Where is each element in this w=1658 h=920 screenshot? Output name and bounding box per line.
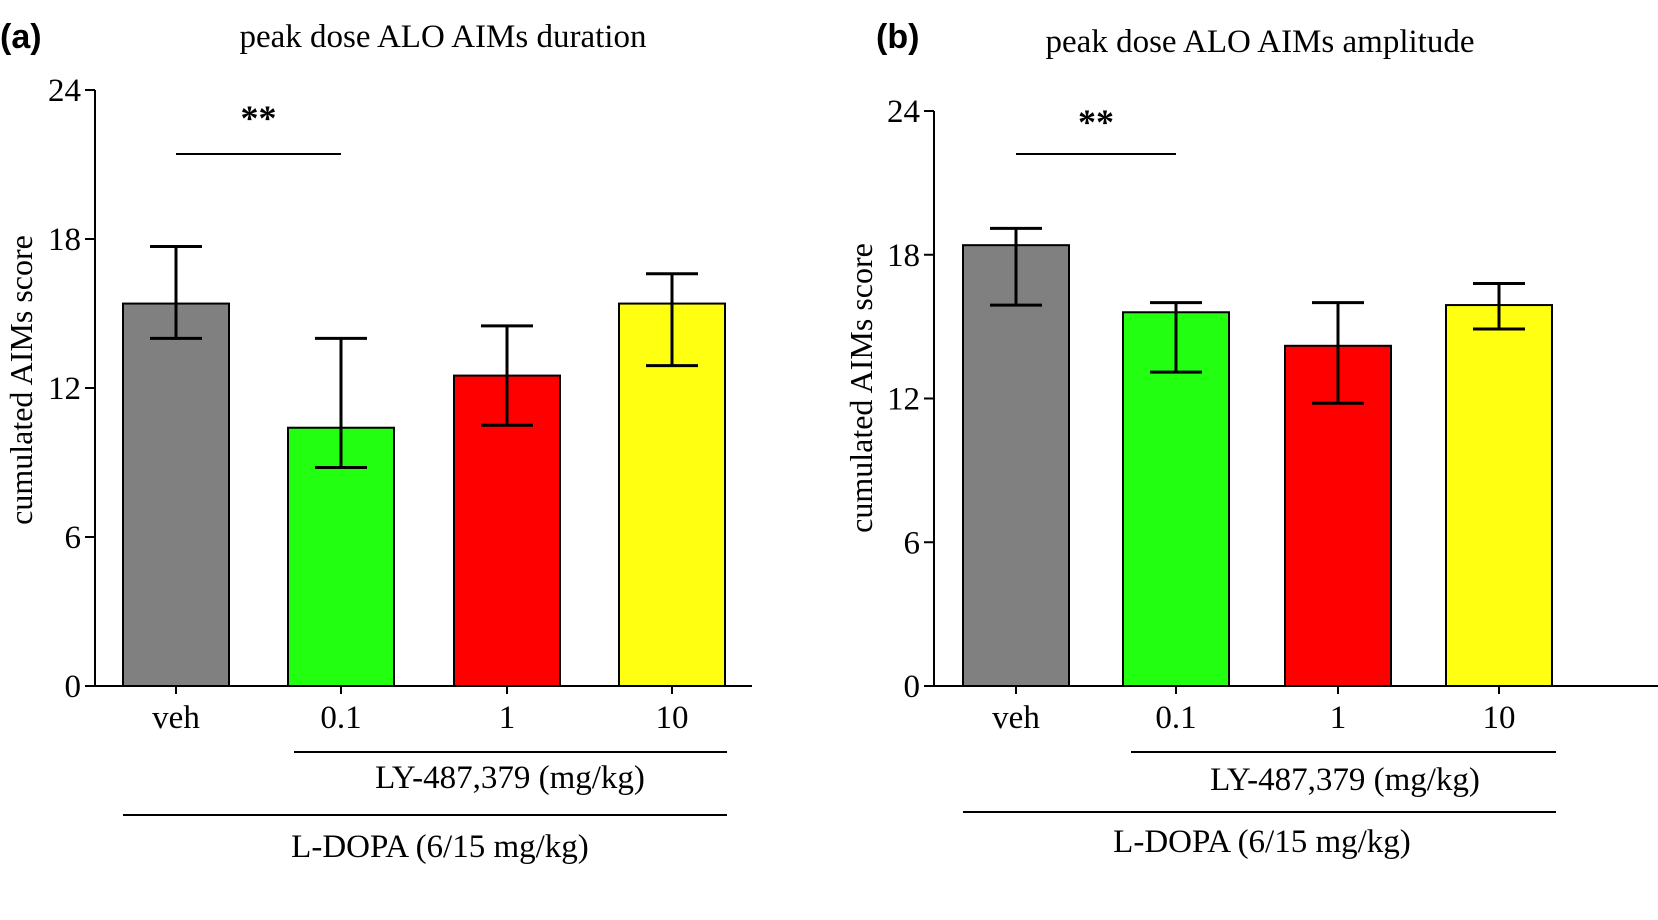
chart-title: peak dose ALO AIMs amplitude	[1046, 24, 1475, 60]
panel-a: (a) peak dose ALO AIMs duration cumulate…	[0, 18, 752, 865]
drug-group-label: LY-487,379 (mg/kg)	[375, 760, 645, 796]
y-tick-label: 18	[48, 222, 81, 258]
significance-label: **	[241, 98, 277, 138]
y-tick-label: 18	[887, 238, 920, 274]
bar	[287, 426, 395, 687]
bar	[1122, 311, 1230, 687]
y-axis-label: cumulated AIMs score	[3, 235, 39, 525]
bar	[122, 302, 230, 687]
x-tick-label: 0.1	[1155, 700, 1196, 736]
ldopa-group-label: L-DOPA (6/15 mg/kg)	[291, 829, 589, 865]
chart-title: peak dose ALO AIMs duration	[240, 19, 647, 55]
y-tick-label: 0	[904, 669, 921, 705]
y-tick-label: 24	[48, 73, 81, 109]
y-tick-label: 6	[904, 525, 921, 561]
y-axis-label: cumulated AIMs score	[843, 243, 879, 533]
x-tick-labels: veh 0.1 1 10	[152, 700, 688, 736]
y-tick-labels: 0 6 12 18 24	[887, 94, 920, 705]
x-tick-label: veh	[992, 700, 1040, 736]
x-tick-label: 10	[656, 700, 689, 736]
y-tick-labels: 0 6 12 18 24	[48, 73, 81, 705]
y-tick-label: 6	[65, 520, 82, 556]
bar	[962, 244, 1070, 688]
panel-label: (b)	[876, 18, 919, 56]
drug-group-label: LY-487,379 (mg/kg)	[1210, 762, 1480, 798]
x-tick-label: 10	[1483, 700, 1516, 736]
x-tick-label: veh	[152, 700, 200, 736]
x-tick-label: 1	[499, 700, 516, 736]
bar	[453, 374, 561, 687]
bar	[1445, 304, 1553, 687]
x-tick-label: 1	[1330, 700, 1347, 736]
y-tick-label: 24	[887, 94, 920, 130]
x-tick-label: 0.1	[320, 700, 361, 736]
y-tick-label: 12	[887, 382, 920, 418]
x-tick-labels: veh 0.1 1 10	[992, 700, 1515, 736]
y-tick-label: 0	[65, 669, 82, 705]
significance-label: **	[1078, 102, 1114, 142]
ldopa-group-label: L-DOPA (6/15 mg/kg)	[1113, 824, 1411, 860]
y-tick-label: 12	[48, 371, 81, 407]
panel-b: (b) peak dose ALO AIMs amplitude cumulat…	[843, 18, 1658, 860]
panel-label: (a)	[0, 18, 42, 56]
